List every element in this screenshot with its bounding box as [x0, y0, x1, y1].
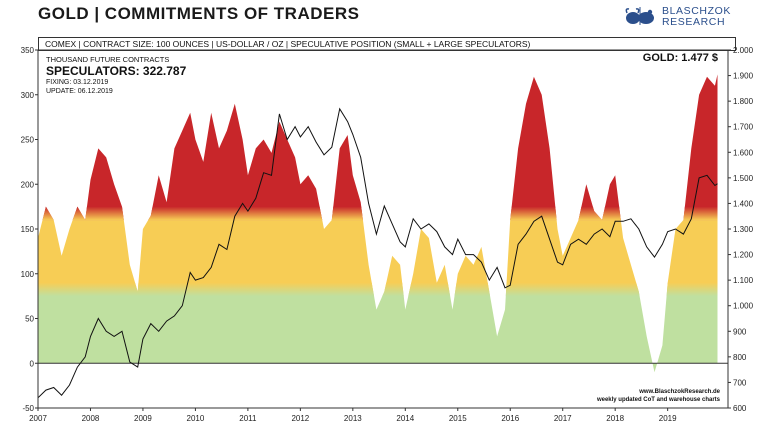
gold-price-line [38, 107, 718, 399]
x-tick-label: 2012 [291, 414, 309, 423]
left-tick-label: 350 [21, 46, 35, 55]
credit-website: www.BlaschzokResearch.de [639, 389, 720, 395]
right-tick-label: 1.000 [733, 302, 754, 311]
right-tick-label: 1.200 [733, 251, 754, 260]
left-tick-label: -50 [22, 404, 34, 413]
x-tick-label: 2010 [187, 414, 205, 423]
band-blend [38, 282, 718, 297]
x-tick-label: 2015 [449, 414, 467, 423]
speculators-value: SPECULATORS: 322.787 [46, 64, 187, 78]
left-tick-label: 200 [21, 180, 35, 189]
unit-label: THOUSAND FUTURE CONTRACTS [46, 55, 170, 64]
right-tick-label: 1.500 [733, 174, 754, 183]
left-tick-label: 50 [25, 315, 34, 324]
right-tick-label: 1.700 [733, 123, 754, 132]
right-axis: 600 700 800 900 1.000 1.100 1.200 1.300 1.400 1.5… [728, 46, 754, 413]
position-area [38, 74, 718, 373]
x-tick-label: 2018 [606, 414, 624, 423]
left-axis: -50 0 50 100 150 200 250 300 350 [21, 46, 38, 413]
left-tick-label: 0 [30, 359, 35, 368]
right-tick-label: 1.300 [733, 225, 754, 234]
left-tick-label: 250 [21, 136, 35, 145]
x-tick-label: 2011 [239, 414, 257, 423]
x-tick-label: 2014 [396, 414, 414, 423]
update-date: UPDATE: 06.12.2019 [46, 88, 113, 95]
brand-logo: BLASCHZOK RESEARCH [624, 3, 764, 33]
left-tick-label: 300 [21, 91, 35, 100]
credit-tagline: weekly updated CoT and warehouse charts [596, 397, 720, 403]
band-blend [38, 206, 718, 221]
right-tick-label: 600 [733, 404, 747, 413]
right-tick-label: 1.400 [733, 199, 754, 208]
right-tick-label: 1.100 [733, 276, 754, 285]
x-tick-label: 2008 [82, 414, 100, 423]
page-title: GOLD | COMMITMENTS OF TRADERS [38, 4, 360, 23]
right-tick-label: 1.800 [733, 97, 754, 106]
gold-price-value: GOLD: 1.477 $ [642, 52, 718, 64]
x-tick-label: 2013 [344, 414, 362, 423]
x-tick-label: 2016 [501, 414, 519, 423]
fixing-date: FIXING: 03.12.2019 [46, 79, 109, 86]
right-tick-label: 800 [733, 353, 747, 362]
bull-bear-logo-icon [625, 7, 654, 25]
right-tick-label: 1.600 [733, 148, 754, 157]
left-tick-label: 100 [21, 270, 35, 279]
logo-text-line2: RESEARCH [662, 16, 726, 28]
right-tick-label: 900 [733, 327, 747, 336]
logo-text-line1: BLASCHZOK [662, 5, 731, 17]
left-tick-label: 150 [21, 225, 35, 234]
right-tick-label: 700 [733, 378, 747, 387]
right-tick-label: 2.000 [733, 46, 754, 55]
right-tick-label: 1.900 [733, 72, 754, 81]
x-axis: 2007 2008 2009 2010 2011 2012 2013 2014 2015 2016… [29, 408, 677, 423]
x-tick-label: 2019 [659, 414, 677, 423]
x-tick-label: 2017 [554, 414, 572, 423]
x-tick-label: 2007 [29, 414, 47, 423]
band-yellow [38, 220, 718, 292]
x-tick-label: 2009 [134, 414, 152, 423]
